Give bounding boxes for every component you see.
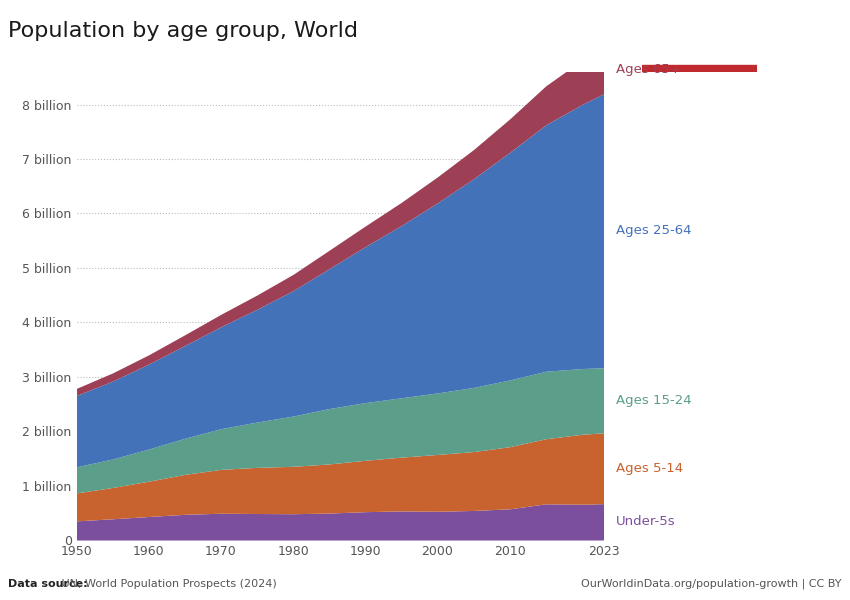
Text: Data source:: Data source:: [8, 579, 88, 589]
Text: Our World: Our World: [667, 27, 731, 37]
Text: in Data: in Data: [677, 46, 722, 55]
Text: Population by age group, World: Population by age group, World: [8, 21, 359, 41]
Text: Ages 15-24: Ages 15-24: [616, 394, 692, 407]
Text: UN, World Population Prospects (2024): UN, World Population Prospects (2024): [58, 579, 276, 589]
Text: Under-5s: Under-5s: [616, 515, 676, 529]
Text: Ages 25-64: Ages 25-64: [616, 224, 692, 237]
Text: Ages 65+: Ages 65+: [616, 63, 681, 76]
Text: Ages 5-14: Ages 5-14: [616, 462, 683, 475]
Bar: [642, 65, 756, 72]
Text: OurWorldinData.org/population-growth | CC BY: OurWorldinData.org/population-growth | C…: [581, 579, 842, 589]
